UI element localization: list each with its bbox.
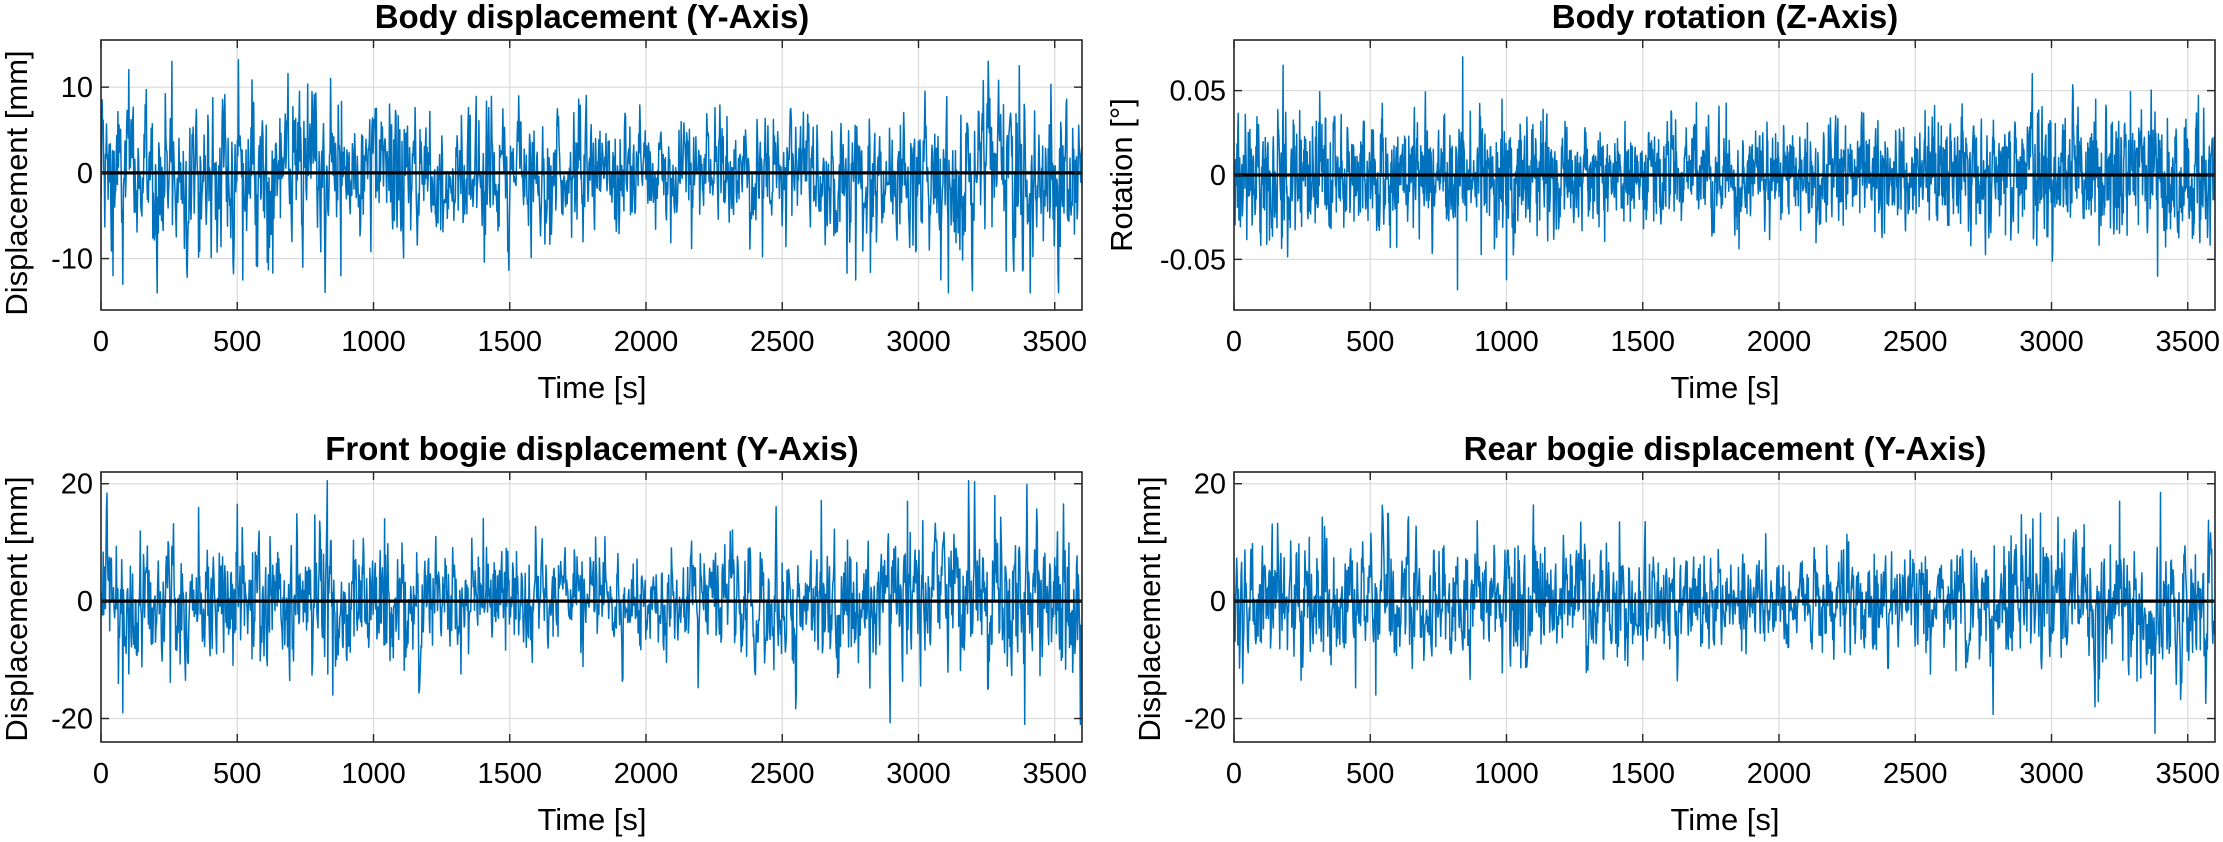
plot-frame: [100, 39, 1083, 311]
x-axis-label: Time [s]: [1670, 370, 1779, 405]
x-tick-label: 1000: [341, 326, 406, 358]
chart-title: Body displacement (Y-Axis): [375, 0, 810, 35]
y-tick-label: -10: [51, 244, 93, 276]
x-tick-label: 1500: [1610, 326, 1675, 358]
x-tick-label: 2500: [1883, 758, 1948, 790]
plot-frame: [100, 471, 1083, 743]
panel-rear-bogie-displacement: Rear bogie displacement (Y-Axis) Time [s…: [1132, 430, 2220, 837]
x-tick-label: 2500: [1883, 326, 1948, 358]
plot-frame: [1233, 471, 2216, 743]
y-axis-label: Displacement [mm]: [0, 476, 34, 741]
x-tick-label: 2500: [750, 758, 815, 790]
x-tick-label: 1500: [477, 326, 542, 358]
panel-front-bogie-displacement: Front bogie displacement (Y-Axis) Time […: [0, 430, 1087, 837]
panel-body-displacement: Body displacement (Y-Axis) Time [s] Disp…: [0, 0, 1087, 405]
x-tick-label: 1500: [1610, 758, 1675, 790]
x-tick-label: 3000: [2019, 326, 2084, 358]
series-line: [1234, 56, 2215, 291]
x-tick-label: 2000: [1747, 326, 1812, 358]
y-tick-label: 0: [1210, 160, 1226, 192]
x-tick-label: 0: [1226, 326, 1242, 358]
y-tick-label: 0: [1210, 586, 1226, 618]
y-tick-label: 20: [1194, 469, 1226, 501]
chart-title: Rear bogie displacement (Y-Axis): [1464, 430, 1987, 467]
x-tick-label: 3000: [2019, 758, 2084, 790]
y-tick-label: 0.05: [1170, 76, 1226, 108]
y-axis-label: Displacement [mm]: [0, 50, 34, 315]
y-tick-label: 0: [77, 158, 93, 190]
y-tick-label: 20: [61, 469, 93, 501]
x-tick-label: 1500: [477, 758, 542, 790]
x-tick-label: 3500: [2155, 758, 2220, 790]
x-tick-label: 500: [213, 758, 261, 790]
x-tick-label: 2500: [750, 326, 815, 358]
x-tick-label: 500: [1346, 758, 1394, 790]
panel-body-rotation: Body rotation (Z-Axis) Time [s] Rotation…: [1104, 0, 2220, 405]
x-axis-label: Time [s]: [1670, 802, 1779, 837]
chart-title: Front bogie displacement (Y-Axis): [325, 430, 859, 467]
series-line: [1234, 491, 2215, 734]
y-axis-label: Rotation [°]: [1104, 98, 1139, 252]
x-axis-label: Time [s]: [537, 802, 646, 837]
series-line: [101, 480, 1082, 726]
y-tick-label: -20: [1184, 704, 1226, 736]
x-tick-label: 3500: [2155, 326, 2220, 358]
x-tick-label: 3500: [1022, 326, 1087, 358]
x-tick-label: 0: [93, 326, 109, 358]
x-tick-label: 0: [93, 758, 109, 790]
x-tick-label: 3500: [1022, 758, 1087, 790]
x-tick-label: 1000: [1474, 326, 1539, 358]
chart-title: Body rotation (Z-Axis): [1552, 0, 1898, 35]
y-tick-label: -20: [51, 704, 93, 736]
x-tick-label: 500: [213, 326, 261, 358]
x-axis-label: Time [s]: [537, 370, 646, 405]
x-tick-label: 2000: [614, 326, 679, 358]
series-line: [101, 58, 1082, 294]
x-tick-label: 0: [1226, 758, 1242, 790]
y-tick-label: 10: [61, 72, 93, 104]
x-tick-label: 3000: [886, 326, 951, 358]
x-tick-label: 3000: [886, 758, 951, 790]
y-axis-label: Displacement [mm]: [1132, 476, 1167, 741]
y-tick-label: 0: [77, 586, 93, 618]
x-tick-label: 2000: [614, 758, 679, 790]
x-tick-label: 2000: [1747, 758, 1812, 790]
x-tick-label: 1000: [341, 758, 406, 790]
x-tick-label: 1000: [1474, 758, 1539, 790]
y-tick-label: -0.05: [1160, 244, 1226, 276]
x-tick-label: 500: [1346, 326, 1394, 358]
